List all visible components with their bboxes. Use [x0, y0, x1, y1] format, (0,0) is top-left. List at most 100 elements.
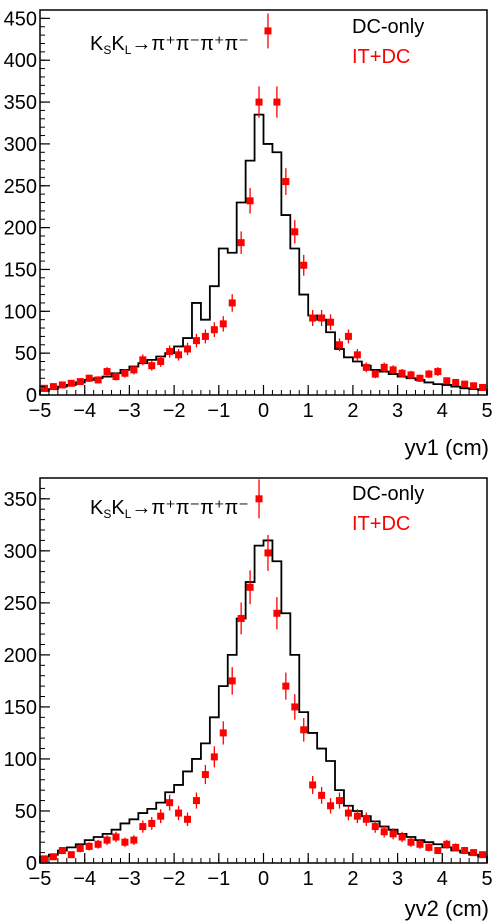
it-dc-point	[371, 370, 379, 378]
it-dc-point	[416, 374, 424, 382]
it-dc-point	[327, 802, 335, 810]
it-dc-point	[318, 791, 326, 799]
x-axis-label: yv1 (cm)	[405, 435, 489, 460]
x-tick-label: −4	[73, 400, 96, 422]
it-dc-point	[94, 840, 102, 848]
it-dc-point	[479, 851, 487, 859]
y-tick-label: 100	[4, 749, 37, 771]
x-tick-label: −5	[29, 400, 52, 422]
x-tick-label: 0	[258, 400, 269, 422]
it-dc-point	[425, 843, 433, 851]
y-tick-label: 150	[4, 697, 37, 719]
it-dc-point	[175, 809, 183, 817]
y-tick-label: 200	[4, 645, 37, 667]
annotation-sub-s: S	[103, 507, 111, 521]
it-dc-point	[157, 812, 165, 820]
it-dc-point	[425, 370, 433, 378]
it-dc-point	[184, 345, 192, 353]
it-dc-point	[389, 830, 397, 838]
it-dc-point	[335, 341, 343, 349]
it-dc-point	[344, 809, 352, 817]
it-dc-point	[237, 614, 245, 622]
it-dc-point	[85, 842, 93, 850]
x-tick-label: −2	[163, 868, 186, 890]
dc-only-histogram	[39, 539, 488, 863]
it-dc-point	[255, 98, 263, 106]
it-dc-point	[452, 843, 460, 851]
it-dc-point	[40, 855, 48, 863]
y-tick-label: 400	[4, 50, 37, 72]
it-dc-point	[49, 383, 57, 391]
annotation-decay: →π⁺π⁻π⁺π⁻	[131, 33, 248, 55]
y-tick-label: 0	[26, 385, 37, 407]
it-dc-point	[219, 320, 227, 328]
plot-frame	[39, 477, 488, 864]
x-tick-label: 1	[303, 400, 314, 422]
legend-it-dc: IT+DC	[352, 46, 410, 68]
x-tick-label: −5	[29, 868, 52, 890]
it-dc-point	[210, 326, 218, 334]
it-dc-point	[407, 371, 415, 379]
annotation-sub-l: L	[125, 43, 132, 57]
x-tick-label: −1	[207, 868, 230, 890]
it-dc-point	[344, 332, 352, 340]
it-dc-point	[380, 828, 388, 836]
it-dc-point	[318, 314, 326, 322]
it-dc-point	[121, 369, 129, 377]
it-dc-point	[300, 261, 308, 269]
it-dc-point	[112, 833, 120, 841]
it-dc-points-layer	[40, 13, 487, 392]
it-dc-point	[157, 358, 165, 366]
x-tick-label: 4	[437, 868, 448, 890]
axis-ticks-layer: −5 −4 −3 −2 −1 0 1 2 3 4 5050100150200250300350400…	[4, 8, 493, 422]
it-dc-point	[282, 682, 290, 690]
it-dc-point	[85, 374, 93, 382]
it-dc-point	[335, 797, 343, 805]
it-dc-point	[327, 318, 335, 326]
it-dc-point	[479, 383, 487, 391]
it-dc-point	[389, 366, 397, 374]
decay-annotation: KSKL→π⁺π⁻π⁺π⁻	[90, 497, 249, 521]
it-dc-point	[461, 847, 469, 855]
it-dc-point	[264, 27, 272, 35]
svg-text:KSKL→π⁺π⁻π⁺π⁻: KSKL→π⁺π⁻π⁺π⁻	[90, 33, 249, 57]
it-dc-point	[148, 819, 156, 827]
it-dc-point	[273, 98, 281, 106]
it-dc-point	[309, 781, 317, 789]
it-dc-point	[166, 799, 174, 807]
x-tick-label: −4	[73, 868, 96, 890]
it-dc-point	[67, 379, 75, 387]
dc-only-histogram-layer	[39, 113, 488, 395]
annotation-sub-s: S	[103, 43, 111, 57]
annotation-k1: K	[90, 33, 104, 55]
annotation-decay: →π⁺π⁻π⁺π⁻	[131, 497, 248, 519]
it-dc-point	[237, 239, 245, 247]
it-dc-point	[264, 549, 272, 557]
x-tick-label: 3	[392, 400, 403, 422]
x-tick-label: −3	[118, 400, 141, 422]
x-tick-label: 4	[437, 400, 448, 422]
legend-it-dc: IT+DC	[352, 513, 410, 535]
it-dc-point	[103, 368, 111, 376]
it-dc-point	[130, 366, 138, 374]
it-dc-point	[103, 836, 111, 844]
it-dc-point	[246, 583, 254, 591]
x-tick-label: 3	[392, 868, 403, 890]
it-dc-point	[291, 228, 299, 236]
it-dc-point	[139, 356, 147, 364]
it-dc-point	[76, 378, 84, 386]
it-dc-point	[175, 351, 183, 359]
annotation-k2: K	[111, 497, 125, 519]
x-tick-label: 2	[347, 400, 358, 422]
it-dc-point	[58, 847, 66, 855]
it-dc-point	[300, 726, 308, 734]
it-dc-point	[184, 815, 192, 823]
x-tick-label: 5	[481, 868, 492, 890]
it-dc-point	[148, 362, 156, 370]
it-dc-point	[470, 849, 478, 857]
it-dc-point	[192, 797, 200, 805]
it-dc-point	[434, 847, 442, 855]
x-tick-label: 1	[303, 868, 314, 890]
